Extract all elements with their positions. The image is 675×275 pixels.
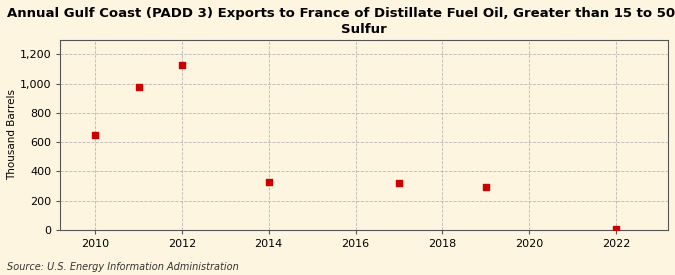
Y-axis label: Thousand Barrels: Thousand Barrels [7,89,17,180]
Point [611,227,622,231]
Title: Annual Gulf Coast (PADD 3) Exports to France of Distillate Fuel Oil, Greater tha: Annual Gulf Coast (PADD 3) Exports to Fr… [7,7,675,36]
Point [481,185,491,190]
Point [263,179,274,184]
Point [90,133,101,137]
Point [133,85,144,90]
Point [176,62,187,67]
Point [394,181,404,186]
Text: Source: U.S. Energy Information Administration: Source: U.S. Energy Information Administ… [7,262,238,272]
